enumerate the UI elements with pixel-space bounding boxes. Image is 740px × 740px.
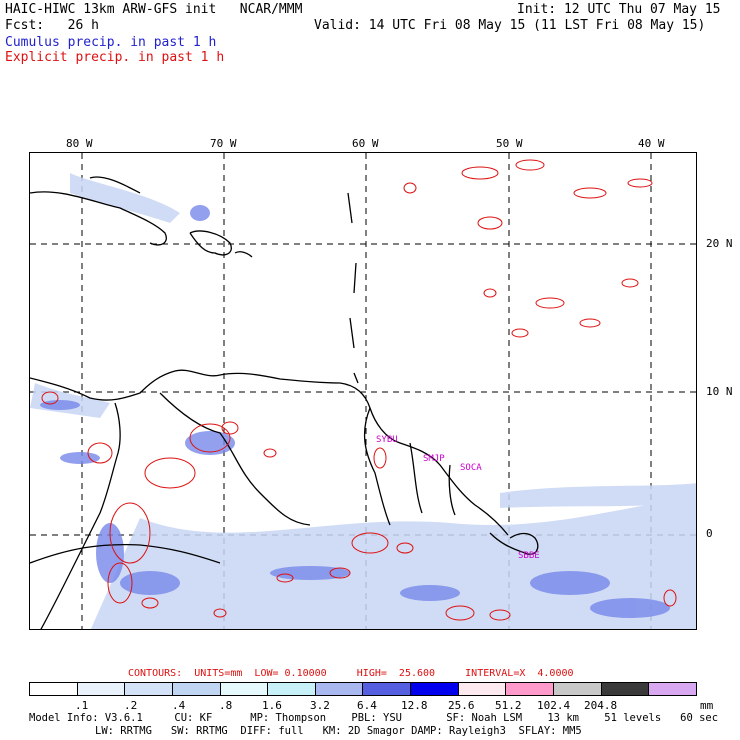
model-info-line2: LW: RRTMG SW: RRTMG DIFF: full KM: 2D Sm…: [95, 725, 582, 737]
lat-label-0: 0: [706, 527, 713, 540]
colorbar-bin-7: [363, 683, 412, 695]
explicit-precip-contours: [41, 159, 677, 621]
cumulus-legend: Cumulus precip. in past 1 h: [5, 35, 217, 50]
colorbar-bin-9: [458, 683, 507, 695]
chart-title: HAIC-HIWC 13km ARW-GFS init NCAR/MMM: [5, 2, 303, 17]
colorbar-label: 51.2: [495, 699, 522, 712]
station-label-soca: SOCA: [460, 463, 482, 473]
colorbar-bin-2: [125, 683, 173, 695]
colorbar-unit: mm: [700, 699, 714, 712]
contours-legend: CONTOURS: UNITS=mm LOW= 0.10000 HIGH= 25…: [128, 668, 574, 679]
valid-time: Valid: 14 UTC Fri 08 May 15 (11 LST Fri …: [314, 18, 706, 33]
colorbar-bin-10: [506, 683, 555, 695]
colorbar-bin-4: [220, 683, 269, 695]
precip-colorbar: [29, 682, 697, 696]
lat-label-20n: 20 N: [706, 237, 733, 250]
station-label-sybu: SYBU: [376, 435, 398, 445]
colorbar-bin-5: [268, 683, 316, 695]
station-label-smjp: SMJP: [423, 454, 445, 464]
lon-label-80w: 80 W: [66, 137, 93, 150]
colorbar-label: 25.6: [448, 699, 475, 712]
init-time: Init: 12 UTC Thu 07 May 15: [517, 2, 721, 17]
precip-map: SYBU SMJP SOCA SBBE: [29, 152, 697, 630]
colorbar-bin-11: [554, 683, 602, 695]
station-label-sbbe: SBBE: [518, 551, 540, 561]
colorbar-bin-12: [601, 683, 650, 695]
colorbar-bin-6: [315, 683, 364, 695]
colorbar-bin-8: [411, 683, 459, 695]
colorbar-label: .4: [172, 699, 186, 712]
colorbar-bin-1: [77, 683, 126, 695]
map-canvas: [30, 153, 696, 629]
lon-label-50w: 50 W: [496, 137, 523, 150]
lat-label-10n: 10 N: [706, 385, 733, 398]
colorbar-bin-0: [30, 683, 78, 695]
colorbar-bin-13: [649, 683, 696, 695]
colorbar-label: 6.4: [357, 699, 377, 712]
colorbar-label: 1.6: [262, 699, 282, 712]
forecast-hour: Fcst: 26 h: [5, 18, 99, 33]
model-info-line1: Model Info: V3.6.1 CU: KF MP: Thompson P…: [29, 712, 719, 724]
colorbar-label: 12.8: [401, 699, 428, 712]
colorbar-label: .2: [124, 699, 138, 712]
lon-label-60w: 60 W: [352, 137, 379, 150]
colorbar-label: .8: [219, 699, 233, 712]
explicit-legend: Explicit precip. in past 1 h: [5, 50, 225, 65]
colorbar-label: 204.8: [584, 699, 618, 712]
colorbar-label: 3.2: [310, 699, 330, 712]
colorbar-bin-3: [172, 683, 221, 695]
coastlines: [30, 176, 539, 629]
colorbar-label: .1: [75, 699, 89, 712]
lon-label-70w: 70 W: [210, 137, 237, 150]
cumulus-precip-shading: [30, 173, 696, 629]
colorbar-label: 102.4: [537, 699, 571, 712]
lon-label-40w: 40 W: [638, 137, 665, 150]
